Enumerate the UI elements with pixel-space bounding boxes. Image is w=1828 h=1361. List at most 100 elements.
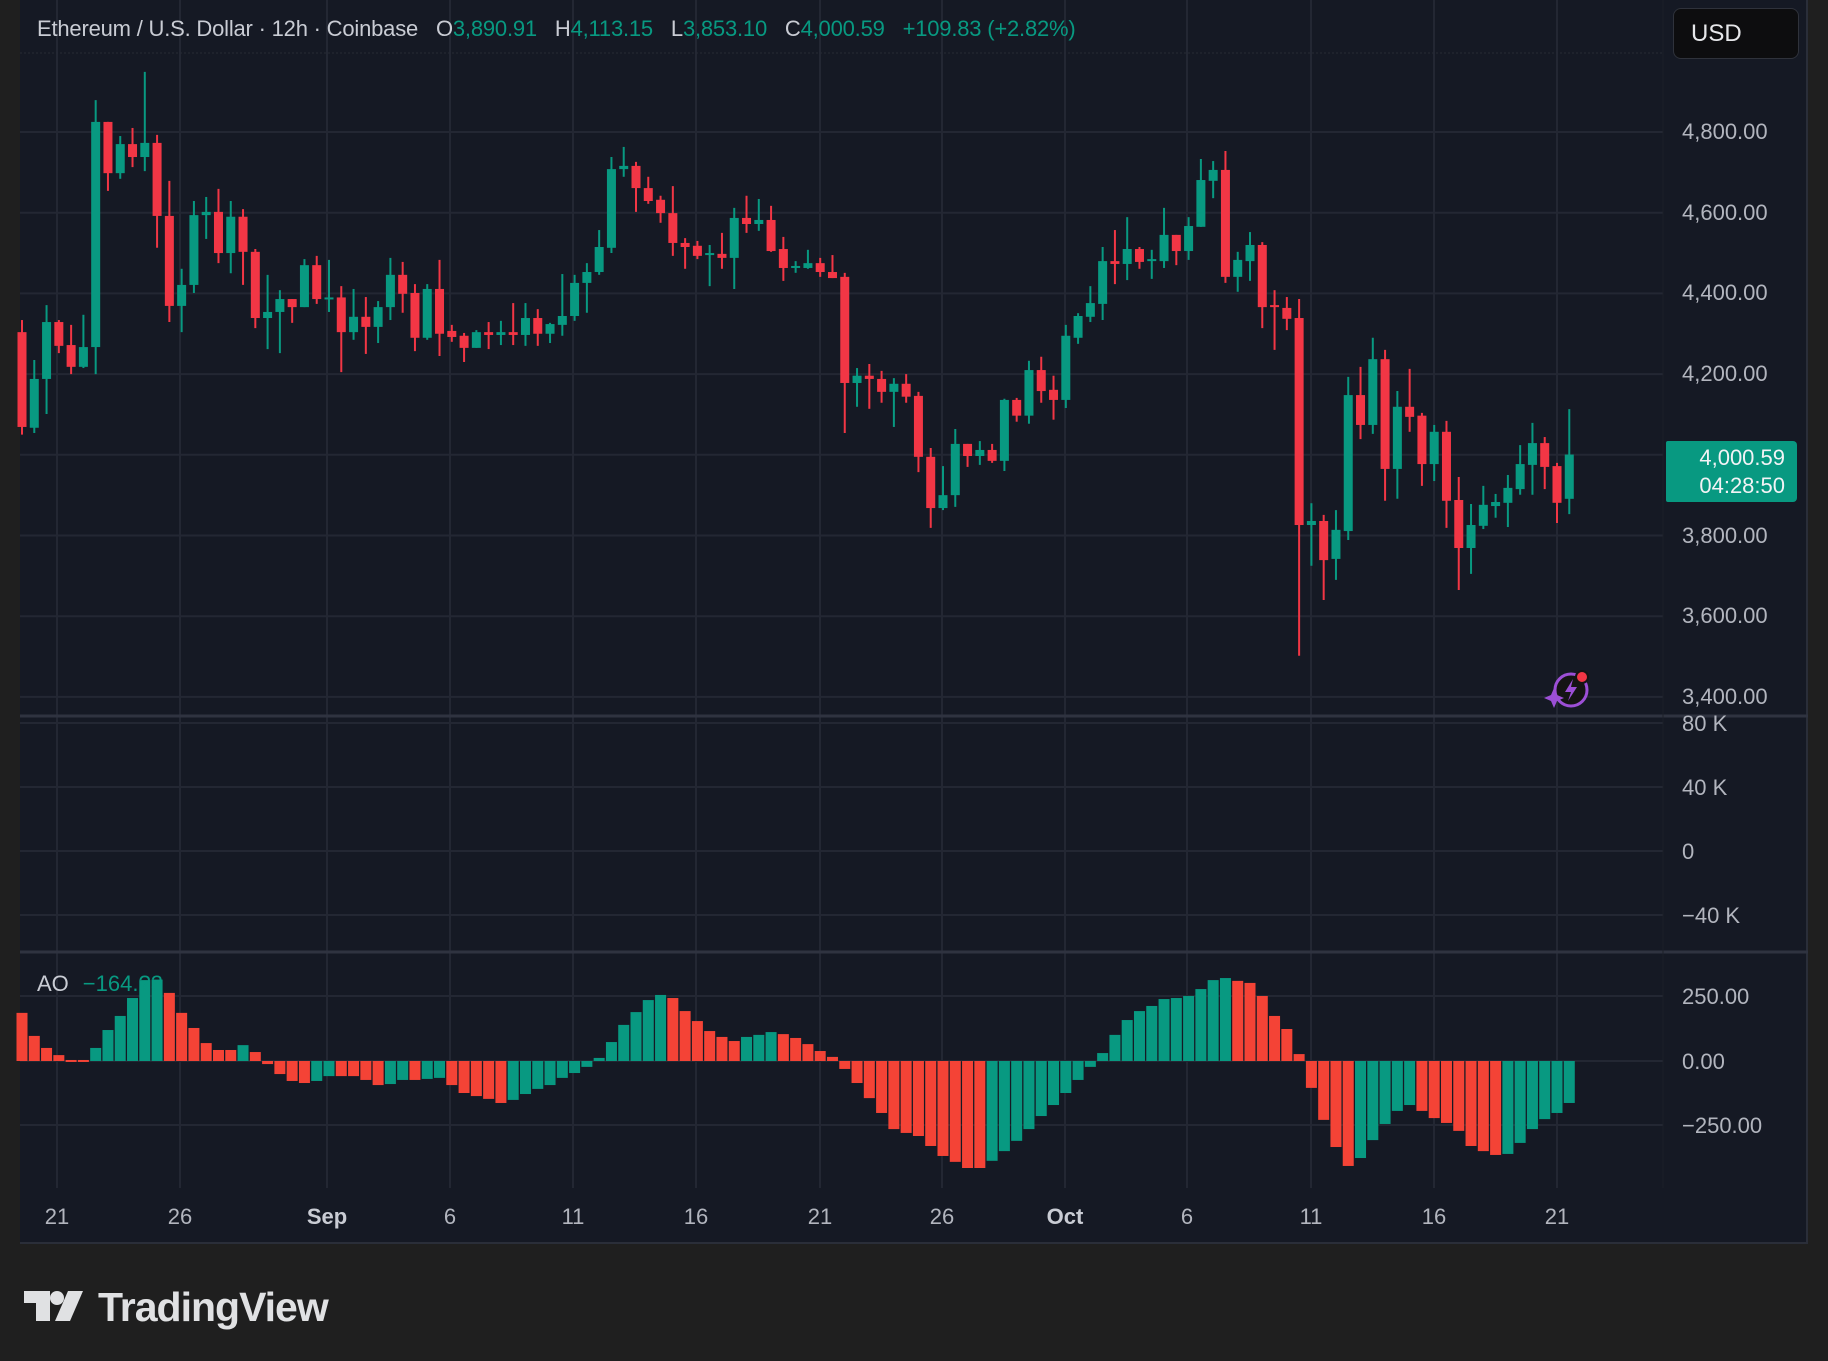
price-tick-label: 3,800.00 (1682, 522, 1768, 548)
candle-body (815, 263, 825, 273)
ao-bar (1440, 1061, 1452, 1123)
candle-body (754, 219, 764, 224)
candle-body (1233, 259, 1243, 277)
candle-body (1134, 249, 1144, 262)
symbol-legend[interactable]: Ethereum / U.S. Dollar · 12h · Coinbase … (37, 16, 1076, 42)
ao-bar (90, 1047, 102, 1061)
ao-bar (532, 1061, 544, 1089)
ao-bar (655, 994, 667, 1061)
candle-body (115, 144, 125, 174)
time-tick-label: Sep (306, 1204, 348, 1229)
price-tick-label: 4,400.00 (1682, 280, 1768, 306)
candle-body (1098, 261, 1108, 304)
candle-body (668, 213, 678, 243)
time-tick-label: 6 (1180, 1204, 1194, 1229)
ao-bar (151, 979, 163, 1061)
ao-bar (1232, 980, 1244, 1061)
candle-body (336, 297, 346, 333)
price-tick-label: 4,600.00 (1682, 199, 1768, 225)
ao-bar (912, 1061, 924, 1137)
ao-bar (605, 1042, 617, 1061)
ao-bar (225, 1049, 237, 1061)
low-key: L (670, 16, 683, 41)
ao-bar (1318, 1061, 1330, 1120)
ao-bar (986, 1061, 998, 1161)
candle-body (791, 265, 801, 268)
ao-bar (704, 1031, 716, 1061)
candle-body (1220, 169, 1230, 277)
candle-body (1478, 504, 1488, 526)
ao-bar (409, 1061, 421, 1080)
ao-bar (397, 1061, 409, 1080)
ao-bar (1330, 1061, 1342, 1148)
candle-body (422, 288, 432, 338)
ao-bar (790, 1037, 802, 1061)
ao-bar (446, 1061, 458, 1086)
candle-body (435, 288, 445, 334)
ao-bar (1465, 1061, 1477, 1146)
candle-body (975, 449, 985, 457)
candle-body (312, 265, 322, 300)
ao-bar (65, 1059, 77, 1062)
price-tick-label: 3,600.00 (1682, 603, 1768, 629)
ao-bar (384, 1061, 396, 1085)
candle-body (1368, 359, 1378, 425)
currency-button[interactable]: USD (1673, 8, 1799, 59)
candle-body (594, 246, 604, 273)
candle-body (1454, 499, 1464, 549)
ao-bar (434, 1061, 446, 1078)
ao-bar (212, 1049, 224, 1061)
price-tick-label: 4,800.00 (1682, 119, 1768, 144)
volume-tick-label: 0 (1682, 839, 1695, 864)
candle-body (570, 282, 580, 316)
ao-tick-label: 250.00 (1682, 984, 1750, 1009)
ao-bar (1084, 1061, 1096, 1067)
ao-bar (77, 1059, 89, 1062)
open-value: 3,890.91 (452, 16, 537, 41)
candle-body (29, 378, 39, 428)
candle-body (54, 322, 64, 346)
candle-body (987, 449, 997, 461)
ao-bar (139, 980, 151, 1061)
tradingview-logo[interactable]: TradingView (24, 1284, 329, 1331)
candle-body (1515, 464, 1525, 490)
ao-bar (1035, 1061, 1047, 1117)
candle-body (520, 318, 530, 335)
ao-legend[interactable]: AO −164.?3 (37, 971, 163, 997)
ao-bar (1342, 1061, 1354, 1166)
candle-body (410, 292, 420, 338)
ao-bar (998, 1061, 1010, 1152)
ao-bar (1195, 989, 1207, 1061)
ao-bar (311, 1061, 323, 1081)
ao-bar (814, 1051, 826, 1061)
volume-tick-label: −40 K (1682, 903, 1741, 928)
ao-bar (1551, 1061, 1563, 1113)
candle-body (606, 169, 616, 248)
candle-body (1208, 169, 1218, 181)
ao-bar (1281, 1029, 1293, 1061)
ao-bar (851, 1061, 863, 1084)
candle-body (1319, 520, 1329, 561)
ao-bar (753, 1034, 765, 1061)
ao-bar (691, 1021, 703, 1061)
candle-body (889, 383, 899, 392)
close-key: C (784, 16, 801, 41)
candle-body (324, 297, 334, 300)
chart-frame[interactable] (20, 0, 1808, 1244)
ao-bar (421, 1061, 433, 1079)
candle-body (447, 330, 457, 337)
ao-bar (1170, 998, 1182, 1061)
candle-body (1429, 431, 1439, 465)
ao-bar (728, 1041, 740, 1061)
ao-bar (667, 998, 679, 1061)
change-value: +109.83 (+2.82%) (902, 16, 1076, 41)
high-key: H (554, 16, 571, 41)
candle-body (1110, 261, 1120, 264)
ao-bar (826, 1056, 838, 1061)
ao-bar (618, 1024, 630, 1061)
ai-assistant-button[interactable] (1540, 666, 1596, 716)
brand-name: TradingView (98, 1284, 329, 1330)
candle-body (66, 345, 76, 367)
candle-body (508, 332, 518, 335)
